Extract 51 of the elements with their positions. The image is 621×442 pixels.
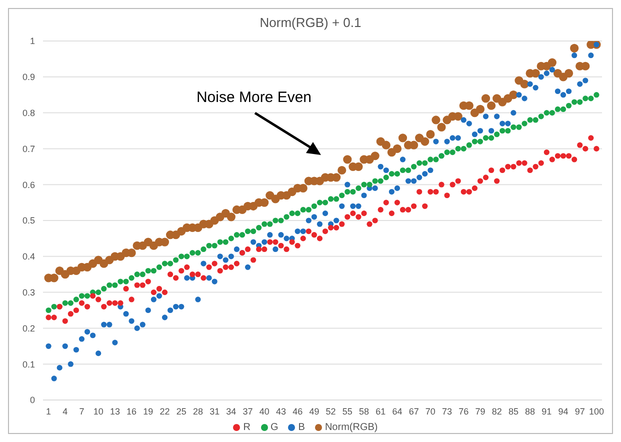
y-tick-label: 0.5 xyxy=(22,216,35,226)
x-tick-label: 31 xyxy=(210,406,220,416)
x-tick-label: 70 xyxy=(425,406,436,416)
x-tick-label: 85 xyxy=(508,406,518,416)
legend-label: B xyxy=(298,422,305,433)
x-tick-label: 58 xyxy=(359,406,370,416)
legend-label: R xyxy=(243,422,250,433)
y-tick-label: 0.6 xyxy=(22,180,35,190)
x-tick-label: 1 xyxy=(46,406,52,416)
x-tick-label: 49 xyxy=(309,406,320,416)
x-tick-label: 37 xyxy=(242,406,253,416)
x-tick-label: 34 xyxy=(226,406,236,416)
legend-label: Norm(RGB) xyxy=(324,422,378,433)
x-tick-label: 25 xyxy=(176,406,186,416)
x-tick-label: 82 xyxy=(492,406,502,416)
x-tick-label: 28 xyxy=(192,406,203,416)
x-tick-label: 43 xyxy=(276,406,286,416)
y-tick-label: 0.1 xyxy=(22,359,35,370)
y-tick-label: 0.2 xyxy=(22,323,35,334)
x-tick-label: 64 xyxy=(392,406,402,416)
y-tick-label: 0.3 xyxy=(22,287,35,298)
y-tick-label: 0.8 xyxy=(22,108,35,118)
x-tick-label: 10 xyxy=(93,406,104,416)
y-tick-label: 1 xyxy=(30,36,35,46)
legend-label: G xyxy=(270,422,278,433)
x-tick-label: 61 xyxy=(376,406,386,416)
x-tick-label: 55 xyxy=(342,406,352,416)
x-tick-label: 76 xyxy=(458,406,469,416)
y-tick-label: 0.9 xyxy=(22,72,35,82)
x-tick-label: 97 xyxy=(574,406,585,416)
x-tick-label: 94 xyxy=(558,406,568,416)
x-tick-label: 4 xyxy=(62,406,68,416)
y-tick-label: 0.4 xyxy=(22,252,35,262)
annotation: Noise More Even xyxy=(195,89,313,106)
x-tick-label: 52 xyxy=(326,406,336,416)
x-tick-label: 22 xyxy=(160,406,170,416)
x-tick-label: 13 xyxy=(110,406,120,416)
x-tick-label: 73 xyxy=(442,406,452,416)
x-tick-label: 7 xyxy=(79,406,84,416)
y-tick-label: 0 xyxy=(30,395,35,406)
y-tick-label: 0.7 xyxy=(22,144,35,154)
x-tick-label: 16 xyxy=(126,406,137,416)
x-tick-label: 40 xyxy=(259,406,270,416)
x-tick-label: 19 xyxy=(143,406,154,416)
chart-title: Norm(RGB) + 0.1 xyxy=(258,14,362,32)
x-tick-label: 67 xyxy=(408,406,419,416)
x-tick-label: 46 xyxy=(292,406,303,416)
x-tick-label: 100 xyxy=(588,406,604,416)
x-tick-label: 88 xyxy=(525,406,536,416)
x-tick-label: 91 xyxy=(542,406,552,416)
x-tick-label: 79 xyxy=(475,406,486,416)
